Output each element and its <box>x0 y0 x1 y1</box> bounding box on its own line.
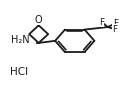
Text: H₂N: H₂N <box>12 35 30 45</box>
Text: F: F <box>99 18 104 27</box>
Text: HCl: HCl <box>10 67 28 77</box>
Text: F: F <box>113 19 118 28</box>
Text: O: O <box>35 15 42 25</box>
Text: F: F <box>112 25 117 34</box>
